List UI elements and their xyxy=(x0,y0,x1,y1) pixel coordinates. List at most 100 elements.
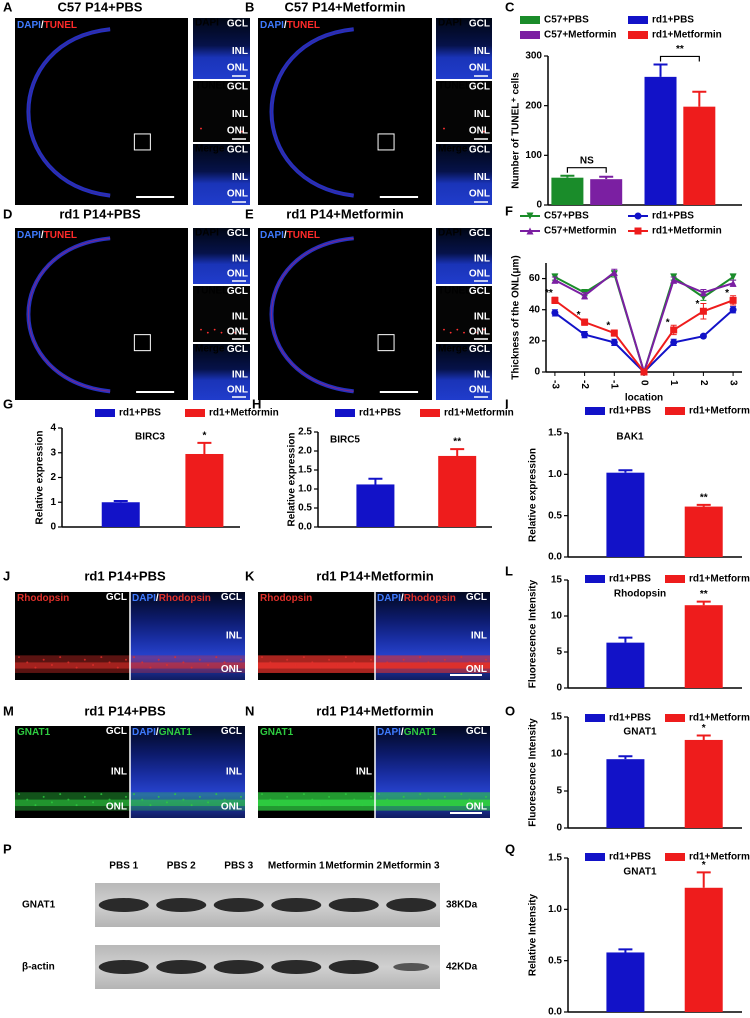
stain-speck xyxy=(67,798,70,801)
y-tick-label: 2.5 xyxy=(298,427,312,438)
significance: * xyxy=(666,318,670,329)
stain-label-part: GNAT1 xyxy=(260,727,294,738)
stain-speck xyxy=(240,658,242,661)
stain-speck xyxy=(353,798,356,801)
stain-band-core xyxy=(375,662,490,669)
stain-speck xyxy=(460,656,463,659)
stain-speck xyxy=(165,664,168,667)
panel-letter: K xyxy=(245,568,255,583)
stain-speck xyxy=(198,658,201,661)
y-axis-label: Relative expression xyxy=(287,433,298,527)
stain-speck xyxy=(277,804,280,807)
blot-band xyxy=(156,960,207,974)
layer-label: ONL xyxy=(469,63,490,74)
layer-label: INL xyxy=(232,172,248,183)
legend-marker xyxy=(526,227,534,235)
legend-label: C57+Metformin xyxy=(544,30,617,41)
stain-speck xyxy=(319,666,322,669)
legend-swatch xyxy=(585,407,605,415)
tunel-dot xyxy=(456,328,459,331)
stain-speck xyxy=(100,793,103,796)
stain-label-part: DAPI xyxy=(260,230,284,241)
legend-swatch xyxy=(585,575,605,583)
stain-speck xyxy=(133,656,135,659)
stain-label-part: TUNEL xyxy=(44,20,77,31)
stain-label-part: / xyxy=(41,20,44,31)
y-axis-label: Fluorescence Intensity xyxy=(528,579,539,688)
stain-speck xyxy=(427,661,430,664)
bar xyxy=(101,502,140,527)
layer-label: INL xyxy=(232,369,248,380)
stain-speck xyxy=(344,793,347,796)
inset-image xyxy=(436,81,492,142)
layer-label: GCL xyxy=(227,344,248,355)
stain-speck xyxy=(83,658,86,661)
micrograph xyxy=(258,228,432,400)
layer-label: GCL xyxy=(469,228,490,239)
stain-speck xyxy=(42,658,45,661)
stain-speck xyxy=(443,795,446,798)
layer-label: INL xyxy=(232,46,248,57)
inset-label: TUNEL xyxy=(438,286,471,297)
panel-title: rd1 P14+Metformin xyxy=(316,568,433,583)
data-point xyxy=(581,292,589,300)
panel-letter: N xyxy=(245,703,254,718)
layer-label: GCL xyxy=(469,19,490,30)
tunel-dot xyxy=(220,331,223,334)
significance: * xyxy=(695,299,699,310)
stain-speck xyxy=(344,656,347,659)
stain-label-part: TUNEL xyxy=(44,230,77,241)
stain-label-part: / xyxy=(401,727,404,738)
y-tick-label: 0.0 xyxy=(548,1007,562,1018)
error-bar xyxy=(599,175,614,180)
inset-image xyxy=(193,228,250,284)
stain-speck xyxy=(302,793,305,796)
layer-label: GCL xyxy=(221,592,242,603)
panel-title: rd1 P14+Metformin xyxy=(286,206,403,221)
x-tick-label: -3 xyxy=(549,380,560,389)
stain-speck xyxy=(149,804,152,807)
size-label: 42KDa xyxy=(446,962,478,973)
lane-label: PBS 3 xyxy=(224,861,253,872)
legend-swatch xyxy=(585,714,605,722)
layer-label: GCL xyxy=(106,726,127,737)
stain-speck xyxy=(125,795,127,798)
blot-band xyxy=(328,960,379,974)
stain-speck xyxy=(269,661,272,664)
stain-label: DAPI/Rhodopsin xyxy=(377,593,456,604)
panel-letter: L xyxy=(505,563,513,578)
stain-speck xyxy=(215,793,218,796)
error-bar xyxy=(618,948,633,953)
stain-speck xyxy=(476,804,479,807)
stain-speck xyxy=(336,801,339,804)
bar xyxy=(356,484,395,527)
inset-label: DAPI xyxy=(195,228,219,239)
stain-speck xyxy=(108,798,111,801)
error-bar xyxy=(197,441,212,454)
bar xyxy=(684,605,723,688)
inset-image xyxy=(436,18,492,79)
layer-label: GCL xyxy=(227,286,248,297)
stain-band-core xyxy=(15,662,130,669)
legend-label: C57+PBS xyxy=(544,15,589,26)
stain-label: DAPI/Rhodopsin xyxy=(132,593,211,604)
stain-speck xyxy=(294,664,297,667)
layer-label: INL xyxy=(474,109,490,120)
bar xyxy=(438,455,477,527)
stain-speck xyxy=(75,804,78,807)
layer-label: INL xyxy=(226,767,242,778)
stain-label: GNAT1 xyxy=(260,727,294,738)
tunel-dot xyxy=(234,331,237,334)
panel-letter: I xyxy=(505,396,509,411)
legend-label: C57+Metformin xyxy=(544,226,617,237)
legend-label: rd1+PBS xyxy=(359,408,401,419)
inset-label: TUNEL xyxy=(438,81,471,92)
stain-speck xyxy=(294,801,297,804)
stain-band-core xyxy=(15,799,130,807)
panel-title: C57 P14+PBS xyxy=(58,0,143,14)
stain-speck xyxy=(67,661,70,664)
stain-label-part: DAPI xyxy=(132,593,156,604)
legend-label: rd1+Metformin xyxy=(652,226,722,237)
y-tick-label: 1 xyxy=(50,497,56,508)
data-point xyxy=(729,296,737,304)
